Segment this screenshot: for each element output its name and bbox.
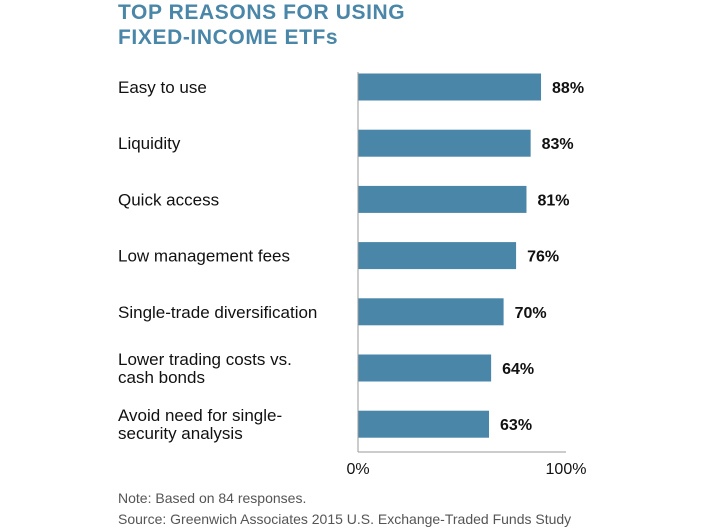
bar <box>358 129 531 157</box>
value-label: 76% <box>527 249 559 266</box>
x-tick-label: 100% <box>546 461 587 478</box>
bar-chart: Easy to use 88% Liquidity 83% Quick access 81… <box>118 72 587 478</box>
bar <box>358 354 492 382</box>
value-label: 83% <box>542 136 574 153</box>
value-label: 70% <box>515 305 547 322</box>
chart-note: Note: Based on 84 responses. <box>118 490 307 506</box>
category-label: Easy to use <box>118 78 207 97</box>
category-label: Liquidity <box>118 134 181 153</box>
bar <box>358 242 517 270</box>
chart-title: TOP REASONS FOR USING FIXED-INCOME ETFs <box>118 0 405 50</box>
category-label: Quick access <box>118 190 219 209</box>
bar <box>358 185 527 213</box>
category-label: Low management fees <box>118 247 290 266</box>
bar <box>358 73 542 101</box>
chart-title-line-2: FIXED-INCOME ETFs <box>118 26 339 49</box>
category-label: Lower trading costs vs. <box>118 350 292 369</box>
bar <box>358 410 490 438</box>
value-label: 64% <box>502 361 534 378</box>
category-label: Avoid need for single- <box>118 406 282 425</box>
category-label: Single-trade diversification <box>118 303 317 322</box>
chart-title-line-1: TOP REASONS FOR USING <box>118 1 406 24</box>
value-label: 88% <box>552 80 584 97</box>
value-label: 81% <box>537 192 569 209</box>
category-label: cash bonds <box>118 368 205 387</box>
chart-source: Source: Greenwich Associates 2015 U.S. E… <box>118 511 572 527</box>
value-label: 63% <box>500 417 532 434</box>
x-tick-label: 0% <box>346 461 369 478</box>
category-label: security analysis <box>118 424 243 443</box>
bar <box>358 298 504 326</box>
